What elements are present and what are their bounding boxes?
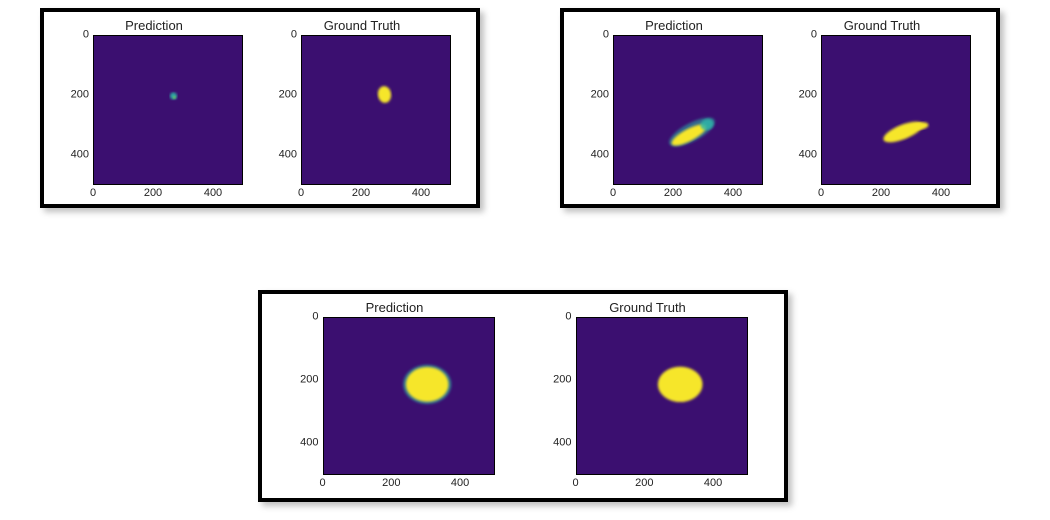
ytick-label: 200 [591,90,609,101]
ytick-label: 400 [71,150,89,161]
subplot-tr-pred: Prediction02004000200400 [585,18,763,199]
panel-top-left: Prediction02004000200400Ground Truth0200… [40,8,480,208]
plot-title: Prediction [295,300,495,315]
plot-title: Prediction [585,18,763,33]
panel-top-right: Prediction02004000200400Ground Truth0200… [560,8,1000,208]
heatmap-svg [822,36,971,185]
y-axis-ticks: 0200400 [65,35,93,185]
ytick-label: 0 [291,30,297,41]
heatmap-svg [577,318,748,475]
y-axis-ticks: 0200400 [793,35,821,185]
heatmap-svg [94,36,243,185]
xtick-label: 0 [572,477,578,489]
ytick-label: 400 [553,438,571,449]
subplot-b-gt: Ground Truth02004000200400 [548,300,748,489]
y-axis-ticks: 0200400 [548,317,576,475]
segmentation-blob [881,117,925,146]
plot-title: Ground Truth [548,300,748,315]
xtick-label: 0 [319,477,325,489]
subplot-tl-pred: Prediction02004000200400 [65,18,243,199]
segmentation-blob [405,367,448,402]
segmentation-blob [173,96,176,99]
xtick-label: 200 [872,187,890,199]
plot-title: Ground Truth [273,18,451,33]
plot-area [821,35,971,185]
ytick-label: 200 [71,90,89,101]
xtick-label: 0 [818,187,824,199]
plot-area [613,35,763,185]
y-axis-ticks: 0200400 [273,35,301,185]
xtick-label: 0 [90,187,96,199]
subplot-tl-gt: Ground Truth02004000200400 [273,18,451,199]
ytick-label: 0 [83,30,89,41]
xtick-label: 400 [451,477,469,489]
ytick-label: 400 [799,150,817,161]
plot-title: Ground Truth [793,18,971,33]
panel-bottom: Prediction02004000200400Ground Truth0200… [258,290,788,502]
ytick-label: 400 [591,150,609,161]
x-axis-ticks: 0 200 400 [821,185,971,199]
ytick-label: 0 [565,312,571,323]
y-axis-ticks: 0200400 [295,317,323,475]
xtick-label: 0 [610,187,616,199]
ytick-label: 200 [553,375,571,386]
ytick-label: 400 [300,438,318,449]
xtick-label: 200 [144,187,162,199]
plot-area [576,317,748,475]
xtick-label: 400 [412,187,430,199]
xtick-label: 200 [352,187,370,199]
xtick-label: 0 [298,187,304,199]
segmentation-blob [657,367,702,402]
x-axis-ticks: 0 200 400 [93,185,243,199]
xtick-label: 400 [932,187,950,199]
heatmap-svg [324,318,495,475]
subplot-tr-gt: Ground Truth02004000200400 [793,18,971,199]
plot-area [323,317,495,475]
xtick-label: 200 [382,477,400,489]
ytick-label: 200 [799,90,817,101]
x-axis-ticks: 0 200 400 [613,185,763,199]
ytick-label: 200 [279,90,297,101]
x-axis-ticks: 0 200 400 [301,185,451,199]
ytick-label: 400 [279,150,297,161]
plot-title: Prediction [65,18,243,33]
ytick-label: 0 [312,312,318,323]
segmentation-blob [377,85,392,103]
xtick-label: 400 [724,187,742,199]
xtick-label: 200 [635,477,653,489]
subplot-b-pred: Prediction02004000200400 [295,300,495,489]
heatmap-svg [302,36,451,185]
xtick-label: 400 [704,477,722,489]
x-axis-ticks: 0200400 [576,475,748,489]
plot-area [93,35,243,185]
x-axis-ticks: 0200400 [323,475,495,489]
ytick-label: 0 [811,30,817,41]
xtick-label: 400 [204,187,222,199]
y-axis-ticks: 0200400 [585,35,613,185]
ytick-label: 0 [603,30,609,41]
plot-area [301,35,451,185]
ytick-label: 200 [300,375,318,386]
heatmap-svg [614,36,763,185]
xtick-label: 200 [664,187,682,199]
